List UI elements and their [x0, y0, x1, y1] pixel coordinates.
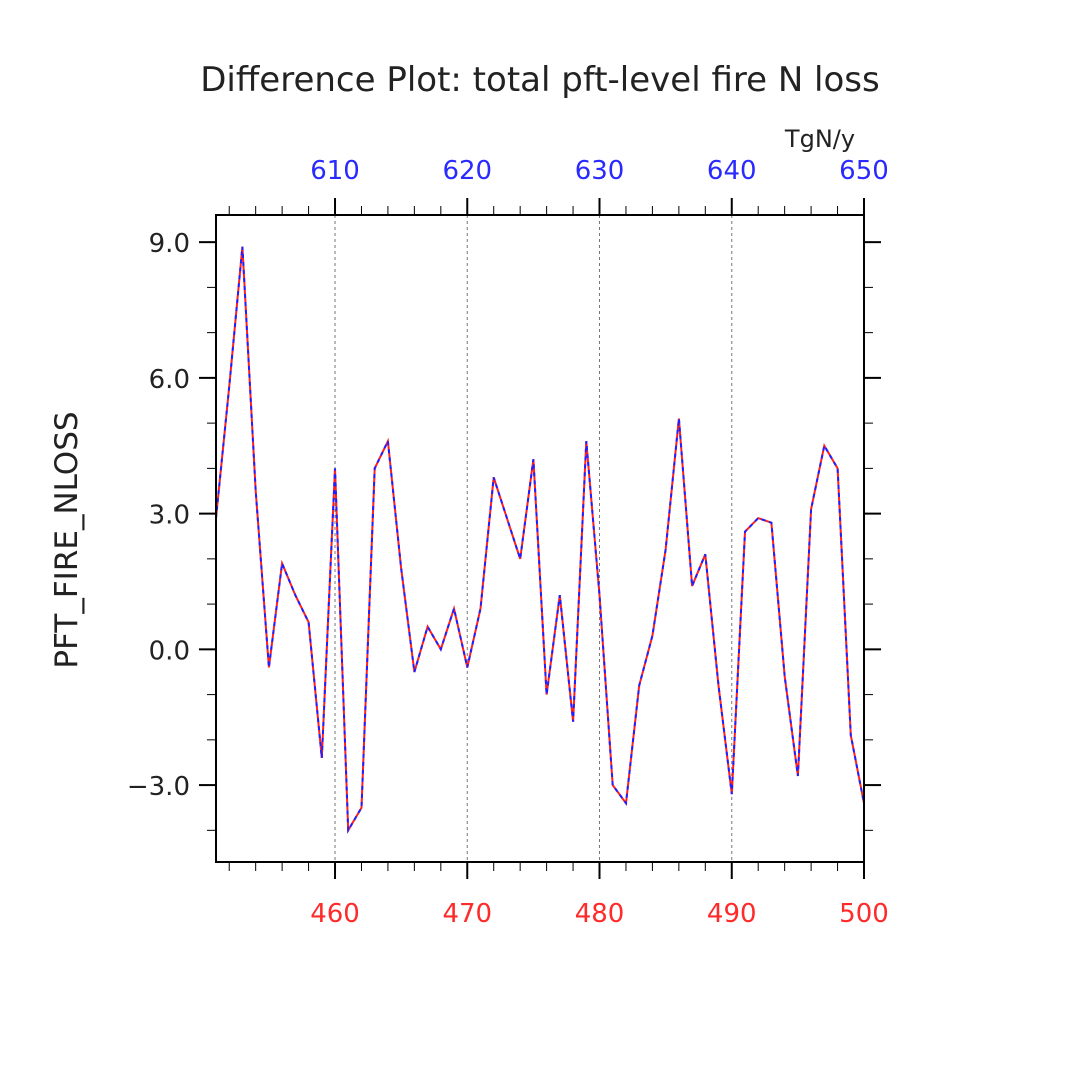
units-label: TgN/y: [784, 125, 855, 153]
tick-labels: −3.0 0.0 3.0 6.0 9.0 460 470 480 490 500 610 620 630…: [127, 156, 889, 929]
x-top-tick-label: 620: [442, 156, 492, 186]
x-tick-label: 470: [442, 899, 492, 929]
y-tick-label: 3.0: [149, 501, 190, 531]
x-tick-label: 490: [707, 899, 757, 929]
y-tick-label: −3.0: [127, 772, 190, 802]
y-tick-label: 0.0: [149, 636, 190, 666]
x-tick-label: 480: [575, 899, 625, 929]
y-axis-label: PFT_FIRE_NLOSS: [49, 411, 85, 668]
chart-title: Difference Plot: total pft-level fire N …: [200, 60, 880, 100]
plot-frame: [215, 214, 865, 863]
gridlines: [334, 215, 733, 862]
x-top-tick-label: 610: [310, 156, 360, 186]
series-lines: [215, 246, 865, 834]
plot-border: [215, 214, 865, 863]
series-line-1: [215, 246, 865, 834]
y-tick-label: 9.0: [149, 229, 190, 259]
x-tick-label: 460: [310, 899, 360, 929]
x-tick-label: 500: [839, 899, 889, 929]
series-line-2: [215, 246, 865, 834]
x-top-tick-label: 650: [839, 156, 889, 186]
y-tick-label: 6.0: [149, 365, 190, 395]
axis-ticks: [199, 198, 881, 879]
x-top-tick-label: 640: [707, 156, 757, 186]
x-top-tick-label: 630: [575, 156, 625, 186]
